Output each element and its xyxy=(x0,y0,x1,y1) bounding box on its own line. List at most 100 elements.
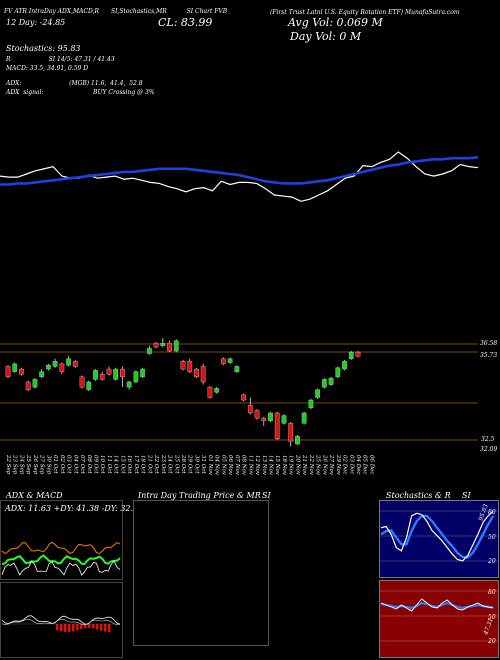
adx-values: ADX: 11.63 +DY: 41.38 -DY: 32.76 xyxy=(5,504,144,513)
date-tick-label: 11 Oct xyxy=(105,455,112,474)
candle-body xyxy=(39,371,45,378)
level-label-4: 32.09 xyxy=(480,446,498,453)
stat-macd: MACD: 33.5, 34.91, 0.59 D xyxy=(6,65,89,72)
intraday-panel-si: SI xyxy=(262,491,271,500)
price-chart xyxy=(0,151,479,447)
candle-body xyxy=(140,368,146,378)
candle-body xyxy=(66,358,71,366)
stat-rsi: R SI 14/5: 47.31 / 41.43 xyxy=(6,56,115,63)
candle-body xyxy=(19,368,24,375)
candle-body xyxy=(194,368,199,378)
candle-body xyxy=(348,352,354,359)
candle-body xyxy=(342,361,347,370)
rsi-panel: 80 50 20 47.31 xyxy=(379,580,499,658)
candle-body xyxy=(355,352,361,357)
date-tick-label: 04 Dec xyxy=(355,455,361,475)
date-tick-label: 27 Sep xyxy=(38,455,45,475)
stat-adx-signal: ADX signal: BUY Crossing @ 3% xyxy=(6,89,155,96)
date-tick-label: 18 Oct xyxy=(139,455,146,474)
date-tick-label: 02 Dec xyxy=(341,455,348,475)
date-tick-label: 25 Nov xyxy=(314,455,321,475)
candle-body xyxy=(79,376,85,388)
date-tick-label: 29 Nov xyxy=(334,455,341,475)
stochastic-panel: 80 50 20 95.83 xyxy=(379,500,499,578)
date-tick-label: 14 Nov xyxy=(267,455,274,475)
rsi-tick-50: 50 xyxy=(488,614,496,621)
candle-body xyxy=(153,343,159,348)
level-label-3: 32.5 xyxy=(481,436,495,443)
day-volume: Day Vol: 0 M xyxy=(290,30,362,43)
candle-body xyxy=(133,371,139,383)
date-tick-label: 05 Dec xyxy=(361,455,368,475)
date-tick-label: 03 Dec xyxy=(348,455,355,475)
candle-body xyxy=(200,366,206,383)
date-tick-label: 10 Oct xyxy=(99,455,106,474)
candle-body xyxy=(308,399,314,409)
candle-body xyxy=(281,415,287,424)
date-tick-label: 05 Nov xyxy=(220,455,227,475)
date-tick-label: 23 Sep xyxy=(11,455,18,475)
date-tick-label: 25 Sep xyxy=(25,455,32,475)
stoch-panel-si: SI xyxy=(462,491,471,500)
date-tick-label: 17 Oct xyxy=(132,455,139,474)
candle-body xyxy=(328,377,334,385)
date-tick-label: 27 Nov xyxy=(328,455,335,475)
date-tick-label: 04 Oct xyxy=(72,455,79,474)
candle-body xyxy=(113,368,119,380)
candle-body xyxy=(207,386,213,398)
candle-body xyxy=(321,379,327,388)
candle-body xyxy=(86,381,92,390)
avg-volume: Avg Vol: 0.069 M xyxy=(288,16,383,29)
date-tick-label: 26 Nov xyxy=(321,455,328,475)
stoch-panel-title: Stochastics & R xyxy=(386,491,451,500)
date-tick-label: 14 Oct xyxy=(112,455,119,474)
candle-body xyxy=(187,361,193,372)
rsi-tick-80: 80 xyxy=(488,589,496,596)
candle-body xyxy=(5,366,11,378)
candle-body xyxy=(93,370,98,380)
date-tick-label: 23 Oct xyxy=(159,455,166,474)
candle-body xyxy=(295,436,300,445)
intraday-panel xyxy=(133,500,269,646)
candle-body xyxy=(25,381,31,390)
header-top-labels: FV ATR IntraDay ADX,MACD,R SI,Stochastic… xyxy=(4,8,500,15)
candle-body xyxy=(234,366,240,372)
rsi-value: 47.31 xyxy=(482,617,495,636)
date-tick-label: 22 Sep xyxy=(5,455,11,475)
date-tick-label: 24 Sep xyxy=(18,455,25,475)
date-tick-label: 07 Nov xyxy=(233,455,240,475)
date-tick-label: 08 Oct xyxy=(85,455,92,474)
date-tick-label: 12 Nov xyxy=(254,455,261,475)
date-tick-label: 03 Oct xyxy=(65,455,72,474)
candle-body xyxy=(301,412,307,424)
header-fv: FV xyxy=(4,8,13,15)
date-tick-label: 06 Nov xyxy=(227,455,234,475)
date-tick-label: 16 Oct xyxy=(126,455,133,474)
stat-adx: ADX: (MGB) 11.6, 41.4, 52.8 xyxy=(6,80,143,87)
candle-body xyxy=(99,374,105,380)
adx-panel-title: ADX & MACD xyxy=(6,491,63,500)
candle-body xyxy=(220,358,226,365)
candle-body xyxy=(12,363,18,372)
date-tick-label: 29 Oct xyxy=(186,455,193,474)
header-intraday-adx: IntraDay ADX,MACD,R xyxy=(28,8,100,15)
date-tick-label: 30 Sep xyxy=(45,455,52,475)
date-tick-label: 31 Oct xyxy=(200,455,207,474)
candle-body xyxy=(173,340,179,352)
rsi-tick-20: 20 xyxy=(488,638,496,645)
header-title: (First Trust Latnl U.S. Equity Rotation … xyxy=(270,9,460,16)
level-label-2: 35.73 xyxy=(480,352,498,359)
header-atr: ATR xyxy=(14,8,27,15)
candle-body xyxy=(126,381,132,388)
candle-body xyxy=(180,361,186,370)
candle-body xyxy=(52,361,58,367)
stoch-tick-80: 80 xyxy=(488,509,496,516)
date-tick-label: 01 Nov xyxy=(206,455,213,475)
stoch-tick-50: 50 xyxy=(488,534,496,541)
macd-panel xyxy=(0,582,123,658)
intraday-panel-title: Intra Day Trading Price & MR xyxy=(138,491,261,500)
candle-body xyxy=(167,343,172,352)
stat-12day: 12 Day: -24.85 xyxy=(6,18,66,27)
date-tick-label: 04 Nov xyxy=(213,455,220,475)
adx-panel: ADX: 11.63 +DY: 41.38 -DY: 32.76 xyxy=(0,500,143,580)
